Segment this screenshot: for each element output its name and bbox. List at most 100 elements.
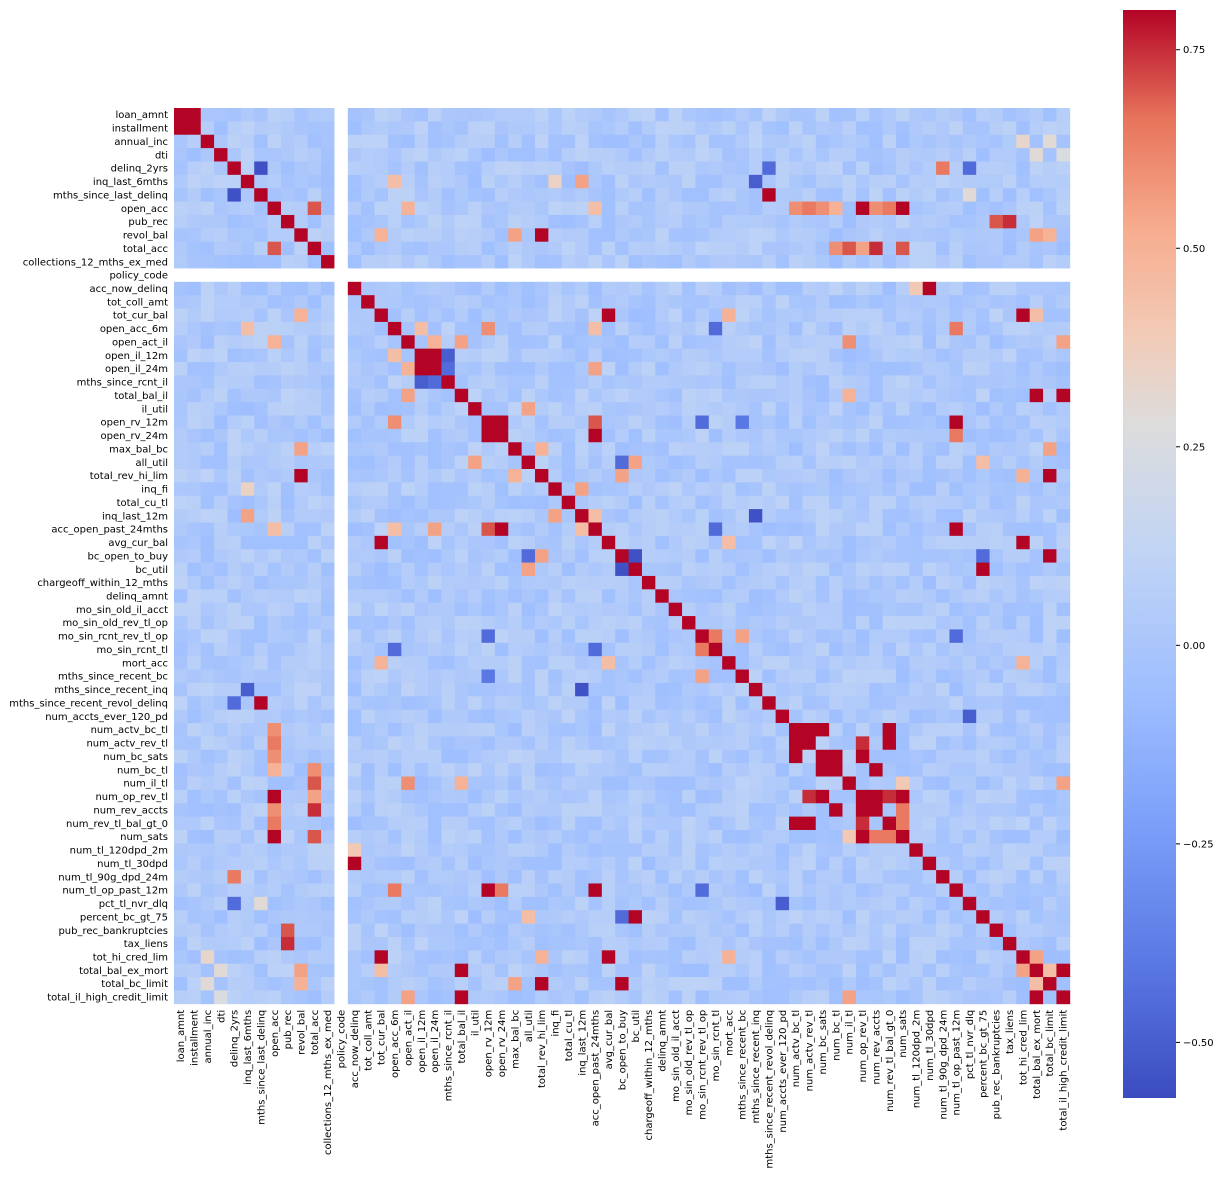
heatmap-cell: [334, 803, 349, 818]
heatmap-cell: [735, 268, 750, 283]
heatmap-cell: [869, 923, 884, 938]
heatmap-cell: [815, 763, 830, 777]
heatmap-cell: [494, 749, 509, 764]
heatmap-cell: [401, 602, 416, 617]
heatmap-cell: [855, 656, 870, 670]
heatmap-cell: [922, 829, 937, 844]
heatmap-cell: [922, 816, 937, 831]
heatmap-cell: [601, 763, 616, 777]
heatmap-cell: [267, 241, 282, 256]
heatmap-cell: [561, 736, 576, 751]
heatmap-cell: [414, 201, 429, 216]
heatmap-cell: [454, 295, 469, 309]
heatmap-cell: [441, 682, 456, 697]
heatmap-cell: [976, 709, 990, 724]
heatmap-cell: [187, 535, 202, 550]
heatmap-cell: [708, 321, 723, 336]
heatmap-cell: [428, 174, 442, 189]
heatmap-cell: [922, 214, 937, 229]
heatmap-cell: [722, 736, 736, 751]
heatmap-cell: [682, 642, 696, 657]
heatmap-cell: [294, 763, 309, 777]
heatmap-cell: [842, 509, 857, 523]
heatmap-cell: [695, 188, 710, 202]
heatmap-cell: [668, 468, 683, 483]
heatmap-cell: [1043, 415, 1057, 430]
heatmap-cell: [575, 856, 589, 871]
heatmap-cell: [936, 736, 950, 751]
heatmap-cell: [414, 308, 429, 323]
heatmap-cell: [334, 682, 349, 697]
heatmap-cell: [414, 749, 429, 764]
heatmap-cell: [454, 910, 469, 924]
heatmap-cell: [468, 228, 482, 243]
heatmap-cell: [387, 642, 402, 657]
heatmap-cell: [1002, 936, 1017, 951]
heatmap-cell: [1002, 990, 1017, 1005]
heatmap-cell: [588, 549, 603, 563]
heatmap-cell: [682, 950, 696, 965]
heatmap-cell: [441, 816, 456, 831]
heatmap-cell: [869, 121, 884, 136]
heatmap-cell: [615, 348, 629, 363]
heatmap-cell: [468, 803, 482, 818]
heatmap-cell: [815, 281, 830, 296]
heatmap-cell: [601, 134, 616, 149]
heatmap-cell: [949, 442, 964, 457]
heatmap-cell: [962, 455, 977, 470]
heatmap-cell: [254, 201, 268, 216]
heatmap-cell: [708, 495, 723, 510]
heatmap-cell: [575, 348, 589, 363]
heatmap-cell: [615, 509, 629, 523]
heatmap-cell: [441, 896, 456, 911]
heatmap-cell: [949, 642, 964, 657]
heatmap-cell: [668, 228, 683, 243]
heatmap-cell: [294, 295, 309, 309]
heatmap-cell: [668, 188, 683, 202]
heatmap-cell: [534, 723, 549, 737]
heatmap-cell: [628, 656, 643, 670]
heatmap-cell: [695, 642, 710, 657]
heatmap-cell: [240, 642, 255, 657]
heatmap-cell: [534, 923, 549, 938]
heatmap-cell: [481, 428, 496, 443]
heatmap-cell: [294, 362, 309, 376]
heatmap-cell: [361, 696, 375, 711]
heatmap-cell: [829, 763, 843, 777]
heatmap-cell: [494, 428, 509, 443]
heatmap-cell: [280, 362, 295, 376]
heatmap-cell: [1029, 402, 1044, 416]
heatmap-cell: [280, 188, 295, 202]
x-tick-label: avg_cur_bal: [604, 1010, 615, 1070]
heatmap-cell: [468, 495, 482, 510]
heatmap-cell: [588, 803, 603, 818]
heatmap-cell: [267, 522, 282, 537]
heatmap-cell: [414, 455, 429, 470]
heatmap-cell: [441, 214, 456, 229]
heatmap-cell: [962, 856, 977, 871]
heatmap-cell: [307, 228, 322, 243]
heatmap-cell: [441, 174, 456, 189]
heatmap-cell: [200, 763, 215, 777]
heatmap-cell: [588, 455, 603, 470]
heatmap-cell: [1016, 214, 1031, 229]
heatmap-cell: [200, 415, 215, 430]
heatmap-cell: [855, 669, 870, 684]
heatmap-cell: [307, 816, 322, 831]
heatmap-cell: [428, 803, 442, 818]
heatmap-cell: [989, 829, 1004, 844]
heatmap-cell: [829, 241, 843, 256]
heatmap-cell: [334, 977, 349, 991]
heatmap-cell: [1056, 549, 1071, 563]
heatmap-cell: [561, 428, 576, 443]
heatmap-cell: [361, 522, 375, 537]
heatmap-cell: [307, 642, 322, 657]
heatmap-cell: [187, 321, 202, 336]
heatmap-cell: [869, 896, 884, 911]
heatmap-cell: [989, 910, 1004, 924]
heatmap-cell: [1056, 789, 1071, 804]
heatmap-cell: [321, 709, 335, 724]
heatmap-cell: [789, 696, 803, 711]
heatmap-cell: [842, 455, 857, 470]
heatmap-cell: [815, 642, 830, 657]
